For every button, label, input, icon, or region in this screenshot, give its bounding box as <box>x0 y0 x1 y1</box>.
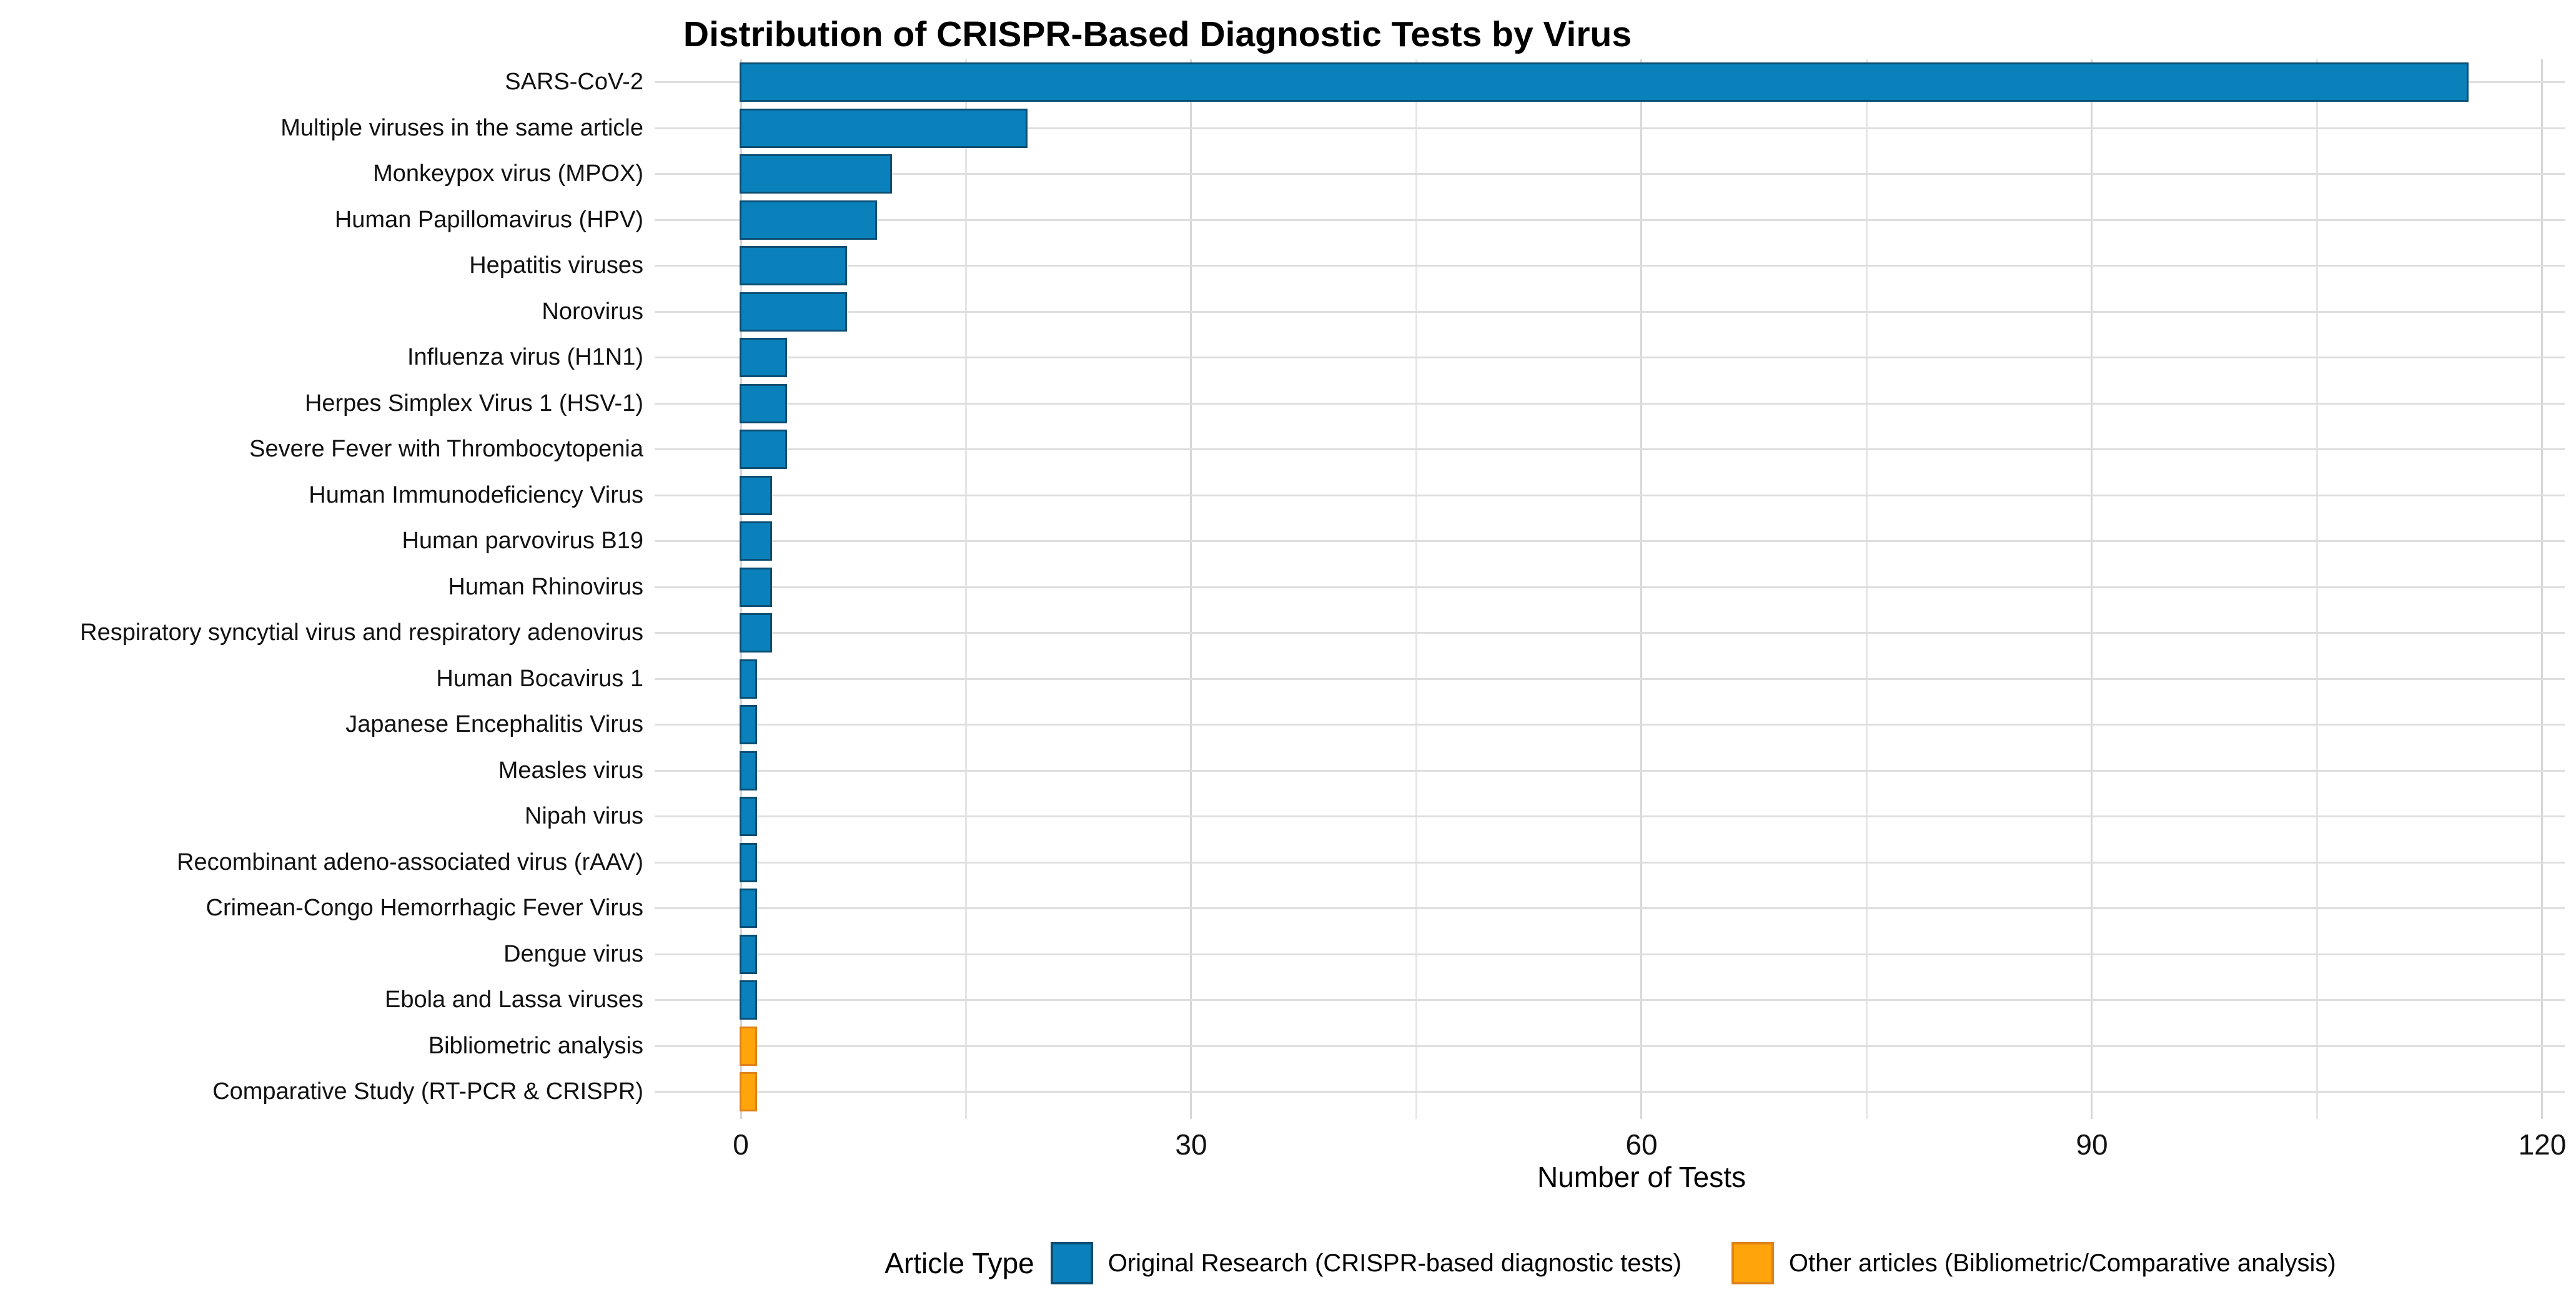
gridline-major-x30 <box>1190 59 1192 1119</box>
legend-entry-original: Original Research (CRISPR-based diagnost… <box>1050 1242 1682 1284</box>
row-gridline <box>655 219 2565 221</box>
y-axis-label: Monkeypox virus (MPOX) <box>373 160 643 187</box>
legend: Article Type Original Research (CRISPR-b… <box>645 1235 2576 1291</box>
bar-original-11 <box>740 567 772 607</box>
row-gridline <box>655 1045 2565 1047</box>
bar-other-22 <box>740 1072 757 1112</box>
row-gridline <box>655 1091 2565 1093</box>
chart-title: Distribution of CRISPR-Based Diagnostic … <box>683 14 1632 54</box>
y-axis-label: Crimean-Congo Hemorrhagic Fever Virus <box>206 895 643 921</box>
y-axis-label: Human Papillomavirus (HPV) <box>334 206 643 233</box>
row-gridline <box>655 999 2565 1002</box>
gridline-minor-x75 <box>1865 59 1868 1119</box>
bar-original-16 <box>740 797 757 837</box>
y-axis-label: Herpes Simplex Virus 1 (HSV-1) <box>304 390 643 416</box>
bar-original-10 <box>740 521 772 561</box>
x-tick-label-60: 60 <box>1625 1128 1658 1161</box>
row-gridline <box>655 861 2565 864</box>
y-axis-label: Human Bocavirus 1 <box>436 665 643 692</box>
gridline-minor-x15 <box>964 59 967 1119</box>
bar-original-12 <box>740 613 772 653</box>
y-axis-label: Nipah virus <box>524 803 643 829</box>
legend-entry-other: Other articles (Bibliometric/Comparative… <box>1731 1242 2336 1284</box>
gridline-major-x90 <box>2091 59 2093 1119</box>
row-gridline <box>655 907 2565 910</box>
row-gridline <box>655 402 2565 405</box>
y-axis-label: Ebola and Lassa viruses <box>384 987 643 1013</box>
row-gridline <box>655 173 2565 175</box>
bar-original-20 <box>740 980 757 1020</box>
row-gridline <box>655 494 2565 496</box>
y-axis-label: Hepatitis viruses <box>469 252 643 278</box>
y-axis-label: Japanese Encephalitis Virus <box>345 711 643 737</box>
y-axis-label: Bibliometric analysis <box>428 1032 643 1059</box>
legend-label-original: Original Research (CRISPR-based diagnost… <box>1107 1249 1682 1277</box>
bar-original-17 <box>740 842 757 882</box>
y-axis-label: Human Immunodeficiency Virus <box>309 481 643 508</box>
gridline-minor-x105 <box>2316 59 2318 1119</box>
bar-original-13 <box>740 659 757 699</box>
bar-original-6 <box>740 338 787 378</box>
legend-swatch-original <box>1050 1242 1093 1284</box>
bar-original-0 <box>740 62 2469 102</box>
gridline-major-x60 <box>1640 59 1643 1119</box>
bar-other-21 <box>740 1026 757 1066</box>
x-tick-label-90: 90 <box>2076 1128 2108 1161</box>
bar-original-9 <box>740 475 772 515</box>
legend-title: Article Type <box>884 1247 1034 1279</box>
x-tick-label-120: 120 <box>2518 1128 2567 1161</box>
y-axis-label: Recombinant adeno-associated virus (rAAV… <box>177 849 643 875</box>
row-gridline <box>655 769 2565 772</box>
bar-original-18 <box>740 889 757 928</box>
legend-swatch-other <box>1731 1242 1774 1284</box>
row-gridline <box>655 127 2565 129</box>
y-axis-label: Comparative Study (RT-PCR & CRISPR) <box>212 1078 643 1105</box>
y-axis-label: Norovirus <box>542 298 643 325</box>
row-gridline <box>655 586 2565 588</box>
y-axis-label: SARS-CoV-2 <box>505 69 643 95</box>
row-gridline <box>655 677 2565 680</box>
bar-original-4 <box>740 246 847 286</box>
bar-original-2 <box>740 154 892 194</box>
x-axis-title: Number of Tests <box>1537 1161 1746 1193</box>
bar-original-1 <box>740 108 1028 148</box>
row-gridline <box>655 265 2565 267</box>
row-gridline <box>655 953 2565 955</box>
row-gridline <box>655 310 2565 313</box>
bar-original-15 <box>740 751 757 790</box>
bar-original-19 <box>740 934 757 974</box>
row-gridline <box>655 357 2565 359</box>
y-axis-label: Measles virus <box>498 757 643 784</box>
y-axis-label: Severe Fever with Thrombocytopenia <box>249 436 643 462</box>
y-axis-label: Respiratory syncytial virus and respirat… <box>80 619 643 646</box>
row-gridline <box>655 724 2565 726</box>
gridline-minor-x45 <box>1415 59 1417 1119</box>
legend-label-other: Other articles (Bibliometric/Comparative… <box>1788 1249 2336 1277</box>
y-axis-label: Dengue virus <box>503 940 643 967</box>
row-gridline <box>655 815 2565 818</box>
y-axis-label: Human Rhinovirus <box>448 573 643 600</box>
bar-original-3 <box>740 200 877 240</box>
y-axis-label: Influenza virus (H1N1) <box>407 344 643 370</box>
y-axis-label: Human parvovirus B19 <box>402 528 643 554</box>
row-gridline <box>655 540 2565 543</box>
bar-original-8 <box>740 430 787 470</box>
bar-original-14 <box>740 705 757 745</box>
y-axis-label: Multiple viruses in the same article <box>280 114 643 141</box>
gridline-major-x120 <box>2541 59 2544 1119</box>
x-tick-label-0: 0 <box>733 1128 749 1161</box>
bar-original-7 <box>740 383 787 423</box>
row-gridline <box>655 448 2565 451</box>
x-tick-label-30: 30 <box>1175 1128 1207 1161</box>
bar-original-5 <box>740 292 847 332</box>
row-gridline <box>655 632 2565 634</box>
